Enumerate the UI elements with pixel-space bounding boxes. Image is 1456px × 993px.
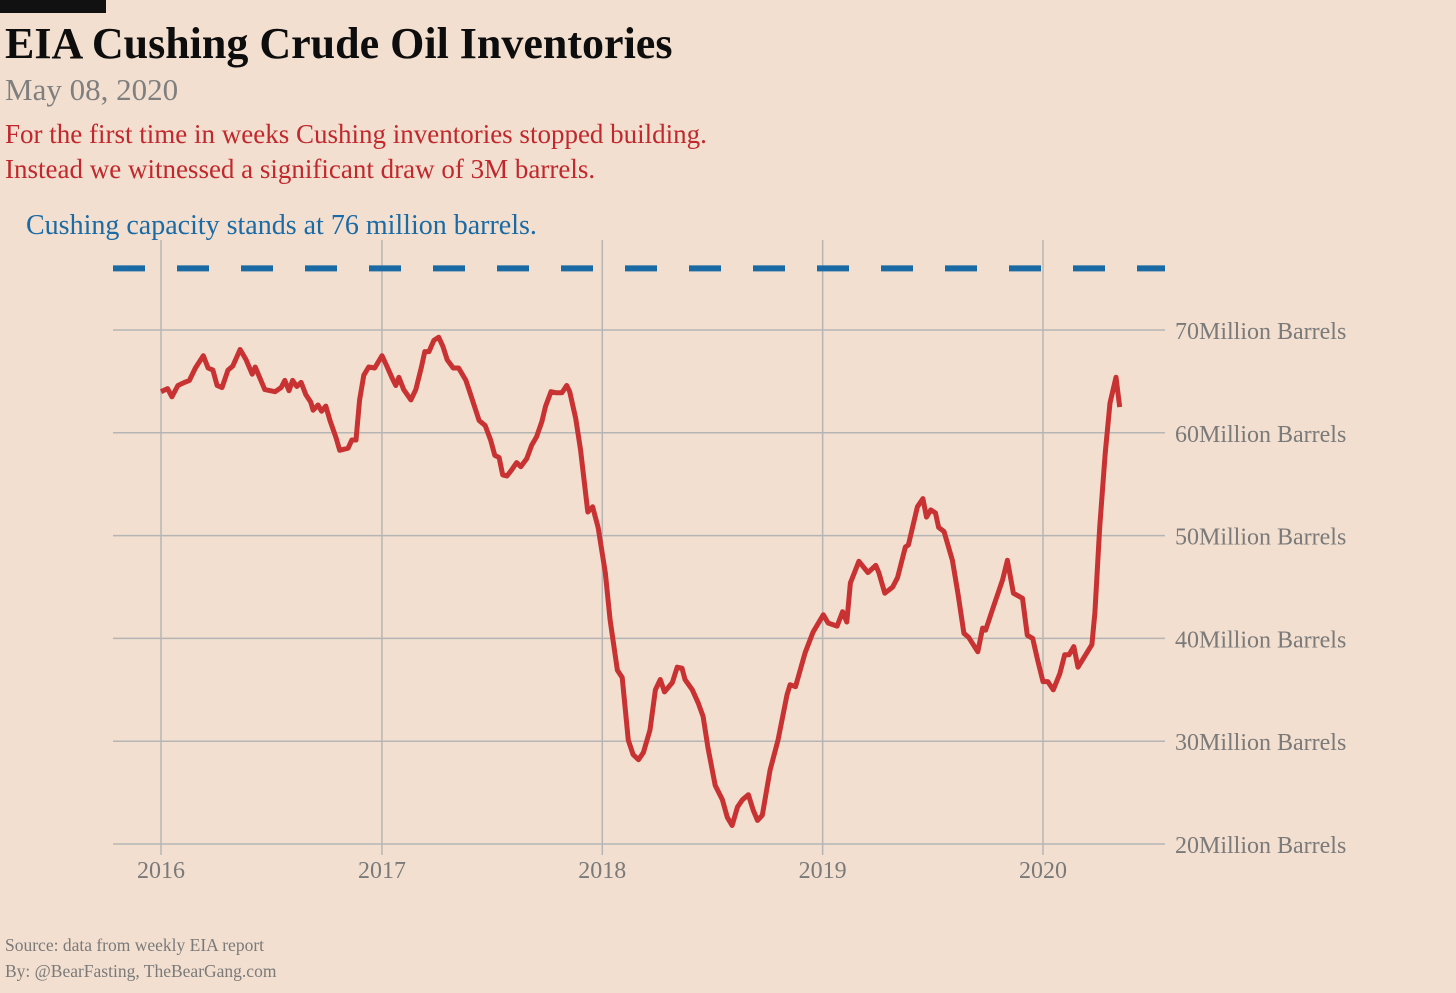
y-tick-label: 50Million Barrels <box>1175 525 1346 551</box>
inventory-series-line <box>159 334 1123 828</box>
y-tick-label: 40Million Barrels <box>1175 627 1346 653</box>
subtitle-line-1: For the first time in weeks Cushing inve… <box>5 119 707 149</box>
x-tick-label: 2018 <box>578 858 626 884</box>
y-tick-label: 20Million Barrels <box>1175 833 1346 859</box>
top-accent-bar <box>0 0 106 13</box>
x-tick-label: 2016 <box>137 858 185 884</box>
report-date: May 08, 2020 <box>5 72 179 107</box>
subtitle-line-2: Instead we witnessed a significant draw … <box>5 154 596 184</box>
chart-title: EIA Cushing Crude Oil Inventories <box>5 19 673 68</box>
source-note: Source: data from weekly EIA report <box>5 935 265 955</box>
y-tick-label: 70Million Barrels <box>1175 319 1346 345</box>
y-tick-label: 30Million Barrels <box>1175 730 1346 756</box>
x-tick-label: 2020 <box>1019 858 1067 884</box>
capacity-annotation: Cushing capacity stands at 76 million ba… <box>26 210 537 241</box>
x-tick-label: 2017 <box>358 858 406 884</box>
y-tick-label: 60Million Barrels <box>1175 422 1346 448</box>
byline: By: @BearFasting, TheBearGang.com <box>5 961 277 981</box>
x-tick-label: 2019 <box>799 858 847 884</box>
